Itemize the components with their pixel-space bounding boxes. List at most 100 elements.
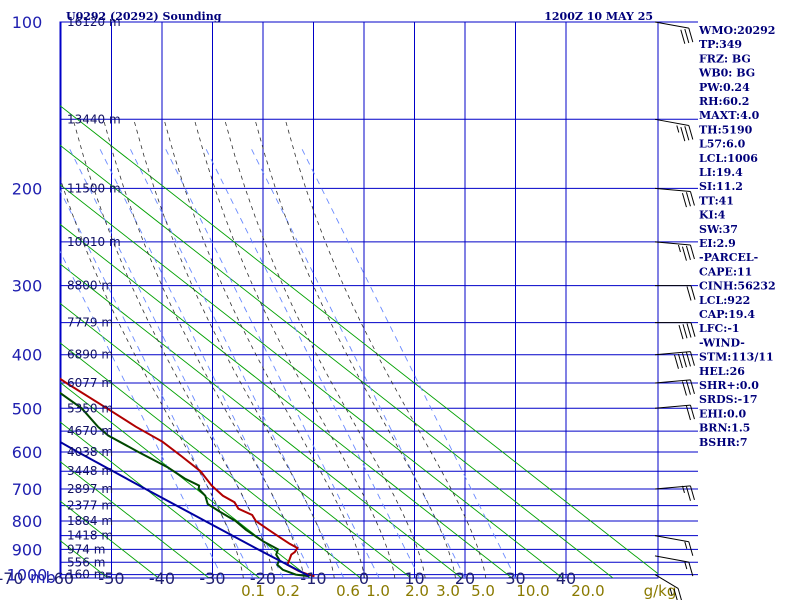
temperature-tick-label: -30 <box>199 569 225 588</box>
sounding-index: TP:349 <box>699 38 742 51</box>
mixing-ratio-line <box>205 149 420 578</box>
pressure-tick-label: 600 <box>12 443 43 462</box>
temperature-tick-label: 40 <box>556 569 576 588</box>
wind-barb <box>654 351 695 369</box>
pressure-tick-label: 200 <box>12 179 43 198</box>
height-label: 5350 m <box>67 401 113 415</box>
dry-adiabat <box>60 263 463 578</box>
mixing-ratio-label: 0.1 <box>241 582 265 600</box>
dry-adiabat <box>60 460 210 578</box>
height-label: 1418 m <box>67 529 113 543</box>
sounding-index: LFC:-1 <box>699 322 740 335</box>
mixing-ratio-label: g/kg <box>644 582 677 600</box>
dewpoint-profile <box>60 391 310 578</box>
pressure-tick-label: 700 <box>12 480 43 499</box>
height-label: 974 m <box>67 542 105 556</box>
wind-barb <box>654 379 695 396</box>
sounding-index: -WIND- <box>699 336 745 349</box>
wind-barb <box>654 404 695 421</box>
dry-adiabat <box>60 105 658 575</box>
sounding-index: WMO:20292 <box>698 24 775 37</box>
sounding-index: SI:11.2 <box>699 180 743 193</box>
sounding-index: STM:113/11 <box>699 351 774 364</box>
height-label: 11500 m <box>67 181 121 195</box>
moist-adiabat <box>103 119 305 578</box>
pressure-tick-label: 1000 <box>7 566 48 585</box>
dry-adiabat <box>0 22 18 586</box>
pressure-tick-label: 400 <box>12 346 43 365</box>
mixing-ratio-label: 0.6 <box>336 582 360 600</box>
height-label: 13440 m <box>67 112 121 126</box>
chart-title: U0292 (20292) Sounding <box>66 10 222 23</box>
mixing-ratio-label: 0.2 <box>276 582 300 600</box>
mixing-ratio-label: 1.0 <box>366 582 390 600</box>
mixing-ratio-line <box>251 149 466 578</box>
sounding-index: SRDS:-17 <box>699 393 758 406</box>
wind-barb <box>654 241 695 261</box>
dry-adiabat <box>60 144 614 578</box>
mixing-ratio-line <box>60 189 254 578</box>
wind-barb <box>654 555 694 577</box>
moist-adiabat <box>193 119 396 578</box>
sounding-index: EI:2.9 <box>699 237 736 250</box>
height-label: 2377 m <box>67 499 113 513</box>
sounding-index: LCL:922 <box>699 294 750 307</box>
temperature-tick-label: -60 <box>48 569 74 588</box>
dry-adiabat <box>60 381 311 578</box>
moist-adiabat <box>254 119 456 578</box>
wind-barb <box>654 187 695 208</box>
temperature-tick-label: -40 <box>149 569 175 588</box>
mixing-ratio-line <box>60 250 224 578</box>
mixing-ratio-label: 5.0 <box>471 582 495 600</box>
mixing-ratio-label: 20.0 <box>571 582 604 600</box>
temperature-tick-label: 0 <box>359 569 369 588</box>
height-label: 160 m <box>67 568 105 582</box>
sounding-index: EHI:0.0 <box>699 407 746 420</box>
temperature-tick-label: -50 <box>98 569 124 588</box>
mixing-ratio-line <box>301 149 516 578</box>
sounding-index: TT:41 <box>699 194 734 207</box>
height-label: 6077 m <box>67 376 113 390</box>
sounding-index: KI:4 <box>699 209 726 222</box>
sounding-index: LI:19.4 <box>699 166 743 179</box>
height-label: 10010 m <box>67 235 121 249</box>
sounding-index: PW:0.24 <box>699 81 750 94</box>
plot-frame <box>59 21 659 579</box>
dry-adiabat <box>60 223 513 578</box>
dry-adiabat <box>60 342 362 578</box>
sounding-index: FRZ: BG <box>699 52 751 65</box>
height-label: 556 m <box>67 555 105 569</box>
parcel-profile <box>60 440 310 578</box>
sounding-index: HEL:26 <box>699 365 745 378</box>
sounding-index: CAPE:11 <box>699 265 752 278</box>
sounding-index: RH:60.2 <box>699 95 749 108</box>
moist-adiabat <box>60 176 244 578</box>
sounding-index: L57:6.0 <box>699 138 746 151</box>
height-label: 6890 m <box>67 348 113 362</box>
mixing-ratio-label: 2.0 <box>405 582 429 600</box>
temperature-tick-label: 10 <box>404 569 424 588</box>
sounding-index: SW:37 <box>699 223 738 236</box>
sounding-index: SHR+:0.0 <box>699 379 759 392</box>
temperature-tick-label: 30 <box>505 569 525 588</box>
wind-barb <box>654 285 696 301</box>
temperature-tick-label: -10 <box>300 569 326 588</box>
height-label: 16120 m <box>67 15 121 29</box>
moist-adiabat <box>163 119 365 578</box>
sounding-index: MAXT:4.0 <box>699 109 760 122</box>
sounding-index: BRN:1.5 <box>699 422 750 435</box>
mixing-ratio-line <box>99 149 314 578</box>
wind-barb <box>654 485 695 501</box>
pressure-tick-label: 300 <box>12 277 43 296</box>
sounding-index: CINH:56232 <box>699 280 776 293</box>
sounding-index: LCL:1006 <box>699 152 758 165</box>
wind-barb <box>654 118 694 142</box>
temperature-tick-label: 20 <box>455 569 475 588</box>
height-label: 1884 m <box>67 514 113 528</box>
moist-adiabat <box>133 119 335 578</box>
dry-adiabat <box>60 421 261 578</box>
temperature-profile <box>60 377 315 578</box>
sounding-index: TH:5190 <box>699 123 753 136</box>
height-label: 3448 m <box>67 464 113 478</box>
